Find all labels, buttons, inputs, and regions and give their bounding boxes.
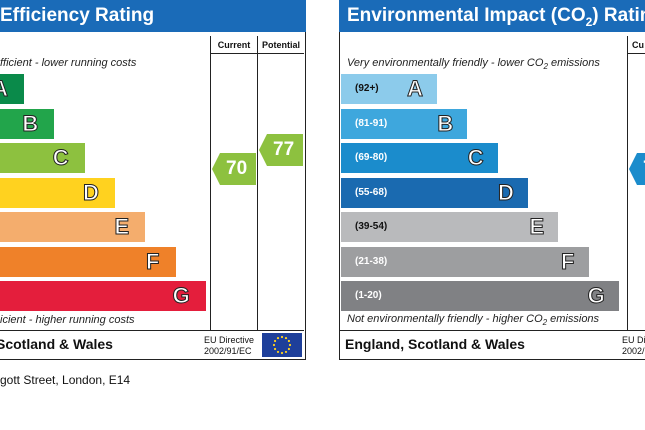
energy-current-arrow xyxy=(212,153,256,185)
energy-band-g: G xyxy=(0,281,206,311)
environment-band-range: (55-68) xyxy=(355,186,388,198)
environment-band-g: (1-20) G xyxy=(341,281,619,311)
property-address: gott Street, London, E14 xyxy=(0,373,131,387)
energy-efficiency-panel: Efficiency Rating Current Potential ffic… xyxy=(0,0,306,360)
environment-band-d: (55-68) D xyxy=(341,177,528,208)
environment-bottom-note: Not environmentally friendly - higher CO… xyxy=(347,313,600,328)
environment-band-f: (21-38) F xyxy=(341,246,589,277)
eu-flag-icon xyxy=(262,333,302,357)
energy-directive-line2: 2002/91/EC xyxy=(204,346,252,356)
environment-band-range: (81-91) xyxy=(355,117,388,129)
environment-current-rating: 7 xyxy=(629,153,645,185)
eu-star xyxy=(287,339,291,343)
eu-star xyxy=(284,336,288,340)
eu-star xyxy=(273,347,277,351)
environment-band-range: (92+) xyxy=(355,83,379,94)
energy-col-divider-potential xyxy=(257,36,258,330)
energy-band-letter: F xyxy=(146,248,160,274)
energy-region: Scotland & Wales xyxy=(0,336,113,352)
energy-directive-line1: EU Directive xyxy=(204,335,255,345)
environment-band-letter: B xyxy=(437,110,454,136)
energy-header-underline xyxy=(210,53,304,54)
environmental-impact-panel: Environmental Impact (CO2) Ratin Cu Very… xyxy=(339,0,645,360)
environment-region: England, Scotland & Wales xyxy=(345,336,525,352)
environment-top-note: Very environmentally friendly - lower CO… xyxy=(347,57,600,72)
eu-star xyxy=(272,343,276,347)
energy-band-letter: A xyxy=(0,76,8,102)
environment-col-divider-current xyxy=(627,36,628,330)
energy-col-divider-current xyxy=(210,36,211,330)
eu-star xyxy=(288,343,292,347)
eu-star xyxy=(287,347,291,351)
environment-band-a: (92+) A xyxy=(341,74,437,104)
energy-potential-arrow xyxy=(259,134,303,166)
energy-band-a: A xyxy=(0,74,24,104)
energy-band-e: E xyxy=(0,212,146,242)
energy-band-letter: G xyxy=(172,283,190,309)
energy-band-c: C xyxy=(0,143,85,173)
energy-bottom-note: icient - higher running costs xyxy=(0,314,135,326)
energy-band-letter: C xyxy=(52,145,69,171)
environment-band-letter: A xyxy=(407,76,424,102)
environment-band-letter: E xyxy=(529,214,545,240)
eu-star xyxy=(276,350,280,354)
energy-footer-divider xyxy=(0,330,304,331)
energy-band-letter: D xyxy=(83,179,100,205)
energy-potential-rating: 77 xyxy=(259,134,303,166)
eu-star xyxy=(280,335,284,339)
eu-star xyxy=(273,339,277,343)
energy-potential-value: 77 xyxy=(273,139,295,160)
environment-current-arrow xyxy=(629,153,645,185)
eu-star xyxy=(280,351,284,355)
environment-band-letter: F xyxy=(561,248,575,274)
environment-band-letter: C xyxy=(467,145,484,171)
energy-band-letter: B xyxy=(22,110,39,136)
environment-band-c: (69-80) C xyxy=(341,143,498,173)
energy-band-d: D xyxy=(0,177,115,208)
environment-band-range: (21-38) xyxy=(355,255,388,267)
energy-title: Efficiency Rating xyxy=(0,0,306,32)
environment-band-range: (39-54) xyxy=(355,221,388,232)
eu-star xyxy=(284,350,288,354)
energy-band-f: F xyxy=(0,246,176,277)
environment-band-letter: G xyxy=(587,283,605,309)
eu-star xyxy=(276,336,280,340)
environment-current-value: 7 xyxy=(643,153,645,185)
environment-directive-line1: EU Di xyxy=(622,335,645,345)
energy-current-rating: 70 xyxy=(212,153,256,185)
environment-band-letter: D xyxy=(498,179,515,205)
energy-current-header: Current xyxy=(217,40,251,50)
environment-header-underline xyxy=(627,53,645,54)
energy-top-note: fficient - lower running costs xyxy=(0,57,137,69)
environment-directive-line2: 2002/ xyxy=(622,346,645,356)
energy-current-value: 70 xyxy=(226,158,248,179)
environment-band-range: (1-20) xyxy=(355,290,382,301)
environment-directive: EU Di 2002/ xyxy=(622,335,645,357)
energy-band-b: B xyxy=(0,108,55,139)
environment-band-range: (69-80) xyxy=(355,152,388,163)
energy-directive: EU Directive 2002/91/EC xyxy=(204,335,254,357)
energy-band-letter: E xyxy=(114,214,130,240)
energy-potential-header: Potential xyxy=(261,40,300,50)
environment-band-b: (81-91) B xyxy=(341,108,468,139)
environment-title: Environmental Impact (CO2) Ratin xyxy=(339,0,645,32)
environment-band-e: (39-54) E xyxy=(341,212,559,242)
environment-current-header: Cu xyxy=(632,40,644,50)
environment-footer-divider xyxy=(339,330,645,331)
